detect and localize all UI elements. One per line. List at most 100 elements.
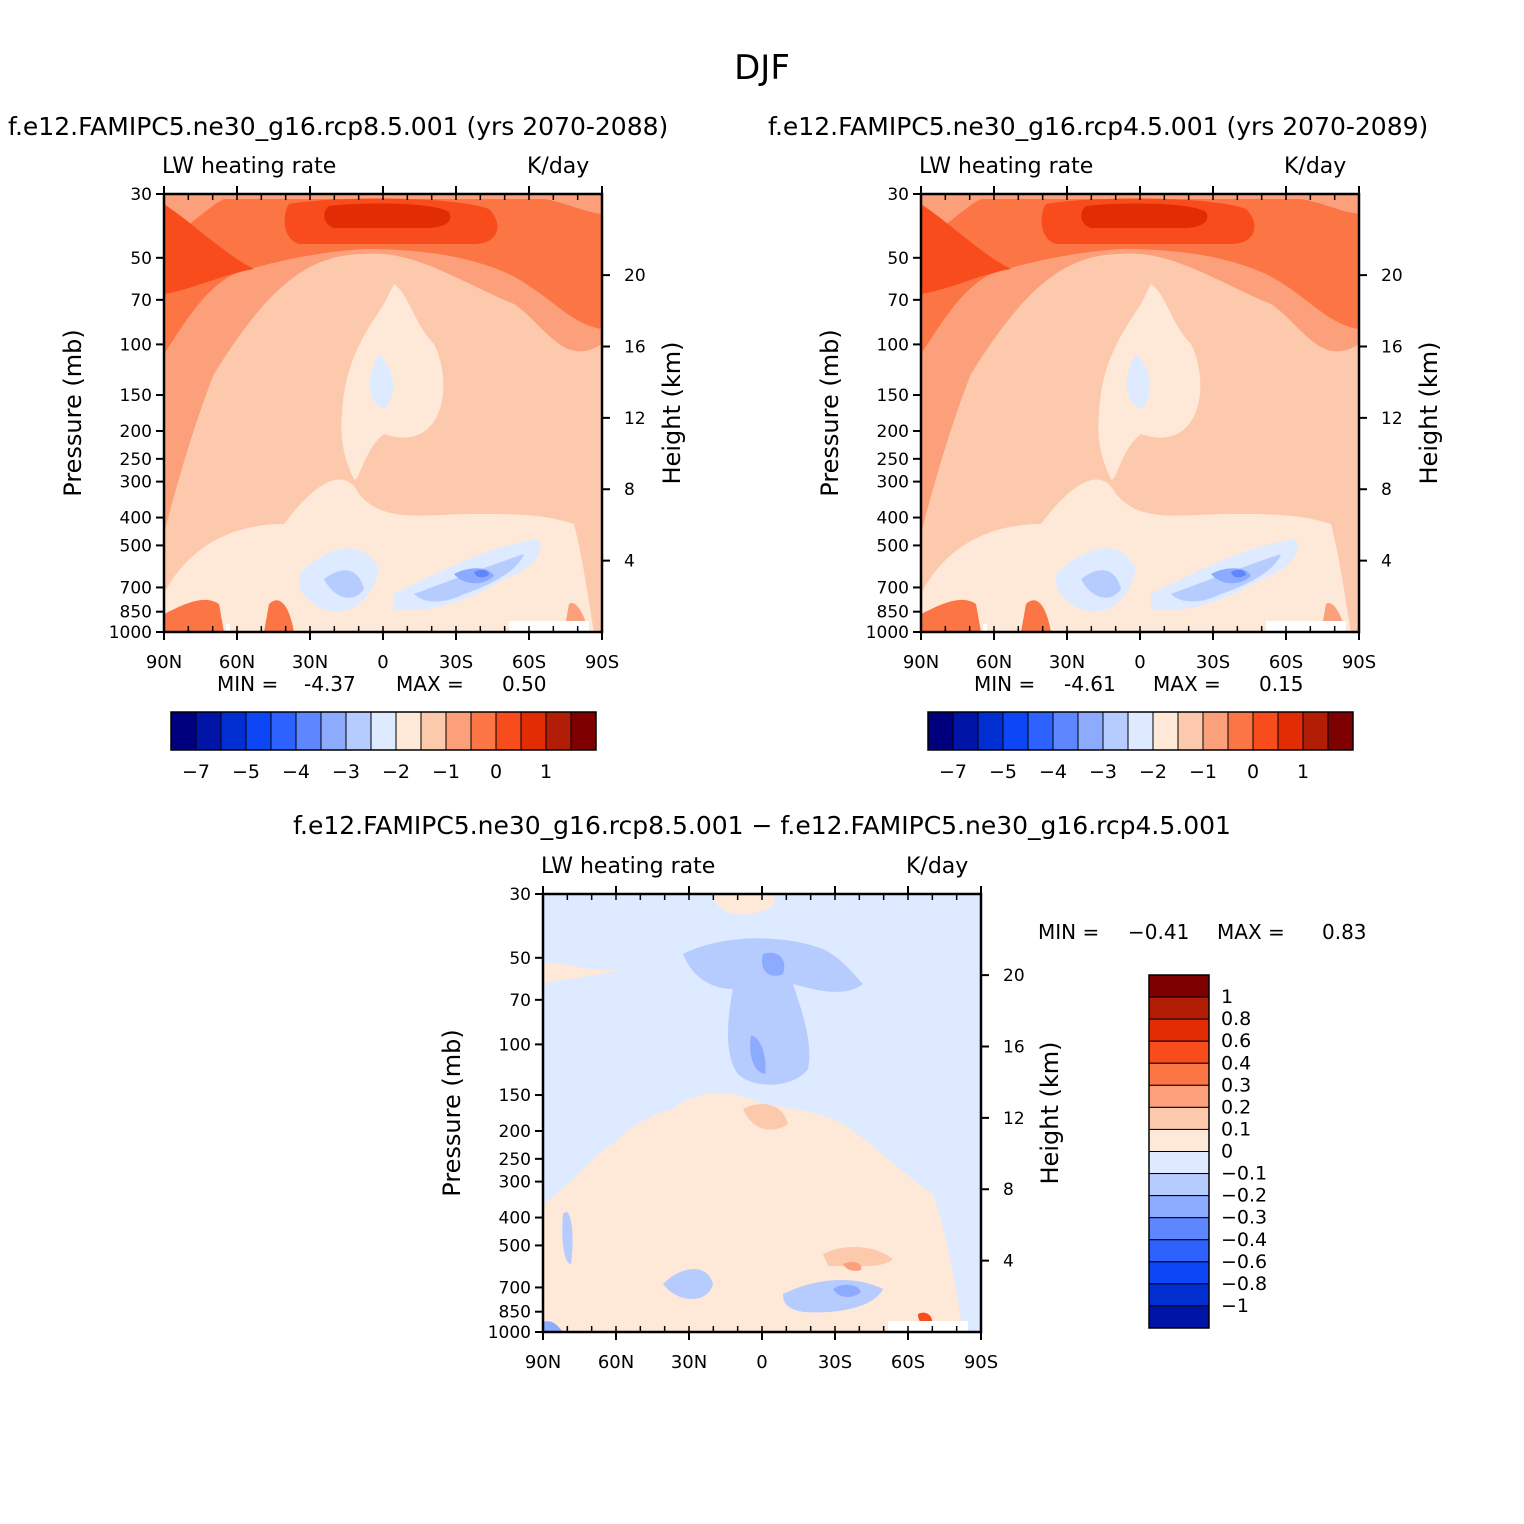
y-tick-label-right: 20 xyxy=(1381,266,1403,286)
x-tick-label: 90N xyxy=(903,652,939,673)
y-tick-label-right: 12 xyxy=(1003,1109,1025,1129)
colorbar-label: 0 xyxy=(1247,761,1259,783)
panel-a-min-label: MIN = xyxy=(217,672,279,696)
x-tick-label: 60N xyxy=(598,1352,634,1373)
colorbar-swatch xyxy=(1148,1261,1210,1285)
colorbar-swatch xyxy=(245,711,272,751)
panel-b-min-value: -4.61 xyxy=(1064,672,1116,696)
colorbar-label: −7 xyxy=(182,761,210,783)
colorbar-swatch xyxy=(270,711,297,751)
y-tick-label: 850 xyxy=(499,1303,531,1323)
panel-b-min-label: MIN = xyxy=(974,672,1036,696)
panel-c-min-label: MIN = xyxy=(1038,920,1100,944)
panel-a-max-label: MAX = xyxy=(396,672,464,696)
colorbar-label: −5 xyxy=(232,761,260,783)
panel-b-ylabel-right: Height (km) xyxy=(1415,341,1443,485)
colorbar-frame xyxy=(927,711,1354,751)
y-tick-label: 70 xyxy=(509,991,531,1011)
x-tick-label: 0 xyxy=(1134,652,1145,673)
panel-a-title: f.e12.FAMIPC5.ne30_g16.rcp8.5.001 (yrs 2… xyxy=(8,112,669,141)
y-tick-label: 200 xyxy=(120,422,152,442)
y-tick-label: 400 xyxy=(499,1209,531,1229)
panel-b-ylabel: Pressure (mb) xyxy=(816,329,844,497)
colorbar-swatch xyxy=(1148,996,1210,1020)
x-tick-label: 30N xyxy=(292,652,328,673)
colorbar-label: −5 xyxy=(989,761,1017,783)
y-tick-label: 1000 xyxy=(109,623,152,643)
colorbar-swatch xyxy=(1148,1106,1210,1130)
colorbar-b: −7 −5 −4 −3 −2 −1 0 1 xyxy=(927,711,1354,783)
colorbar-label: 0.8 xyxy=(1221,1008,1251,1030)
colorbar-label: −4 xyxy=(282,761,310,783)
y-tick-label: 850 xyxy=(120,603,152,623)
figure-title: DJF xyxy=(734,48,790,88)
colorbar-c: 10.80.60.40.30.20.10−0.1−0.2−0.3−0.4−0.6… xyxy=(1148,974,1267,1329)
x-tick-label: 60N xyxy=(219,652,255,673)
colorbar-swatch xyxy=(1148,1040,1210,1064)
y-tick-label: 150 xyxy=(499,1086,531,1106)
panel-a-variable: LW heating rate xyxy=(162,154,337,179)
panel-a-min-value: -4.37 xyxy=(304,672,356,696)
colorbar-frame xyxy=(170,711,597,751)
heatmap-field xyxy=(543,894,981,1332)
colorbar-swatch xyxy=(345,711,372,751)
y-tick-label-right: 8 xyxy=(624,480,635,500)
colorbar-swatch xyxy=(170,711,197,751)
x-tick-label: 60N xyxy=(976,652,1012,673)
colorbar-swatch xyxy=(520,711,547,751)
x-tick-label: 60S xyxy=(512,652,546,673)
y-tick-label-right: 20 xyxy=(624,266,646,286)
x-tick-label: 90S xyxy=(585,652,619,673)
colorbar-label: −0.3 xyxy=(1221,1207,1267,1229)
x-tick-label: 60S xyxy=(1269,652,1303,673)
y-tick-label: 30 xyxy=(509,885,531,905)
colorbar-label: 0.1 xyxy=(1221,1118,1251,1140)
y-tick-label: 400 xyxy=(877,509,909,529)
colorbar-swatch xyxy=(1148,1195,1210,1219)
y-tick-label: 400 xyxy=(120,509,152,529)
colorbar-label: 0.4 xyxy=(1221,1052,1251,1074)
x-tick-label: 0 xyxy=(377,652,388,673)
panel-a: 90N 60N 30N 0 30S 60S 90S 30 50 70 100 150 200 250 300… xyxy=(109,185,646,673)
y-tick-label: 500 xyxy=(120,536,152,556)
colorbar-swatch xyxy=(495,711,522,751)
x-tick-label: 30S xyxy=(1196,652,1230,673)
y-tick-label-right: 4 xyxy=(624,552,635,572)
panel-c-ylabel-right: Height (km) xyxy=(1036,1041,1064,1185)
panel-b-units: K/day xyxy=(1284,154,1347,179)
y-tick-label: 100 xyxy=(120,335,152,355)
colorbar-swatch xyxy=(1102,711,1129,751)
panel-c-variable: LW heating rate xyxy=(541,854,716,879)
colorbar-label: −7 xyxy=(939,761,967,783)
x-tick-label: 90S xyxy=(964,1352,998,1373)
colorbar-swatch xyxy=(1277,711,1304,751)
colorbar-swatch xyxy=(1252,711,1279,751)
y-tick-label-right: 16 xyxy=(624,337,646,357)
y-tick-label-right: 12 xyxy=(1381,409,1403,429)
y-tick-label: 250 xyxy=(120,450,152,470)
colorbar-swatch xyxy=(952,711,979,751)
y-tick-label: 70 xyxy=(887,291,909,311)
y-tick-label: 1000 xyxy=(488,1323,531,1343)
y-tick-label: 150 xyxy=(120,386,152,406)
y-tick-label: 500 xyxy=(499,1236,531,1256)
colorbar-label: 1 xyxy=(540,761,552,783)
y-tick-label-right: 16 xyxy=(1003,1037,1025,1057)
colorbar-swatch xyxy=(1177,711,1204,751)
colorbar-swatch xyxy=(320,711,347,751)
colorbar-a: −7 −5 −4 −3 −2 −1 0 1 xyxy=(170,711,597,783)
panel-c: 90N 60N 30N 0 30S 60S 90S 30 50 70 100 150 200 250 300… xyxy=(488,885,1025,1373)
colorbar-label: −2 xyxy=(1139,761,1167,783)
colorbar-swatch xyxy=(1148,1018,1210,1042)
colorbar-swatch xyxy=(1202,711,1229,751)
y-tick-label: 150 xyxy=(877,386,909,406)
y-tick-label: 300 xyxy=(120,473,152,493)
y-tick-label: 300 xyxy=(877,473,909,493)
colorbar-swatch xyxy=(1148,1062,1210,1086)
y-tick-label: 200 xyxy=(499,1122,531,1142)
y-tick-label: 50 xyxy=(887,249,909,269)
colorbar-swatch xyxy=(1002,711,1029,751)
colorbar-label: −2 xyxy=(382,761,410,783)
x-tick-label: 90S xyxy=(1342,652,1376,673)
colorbar-swatch xyxy=(1052,711,1079,751)
